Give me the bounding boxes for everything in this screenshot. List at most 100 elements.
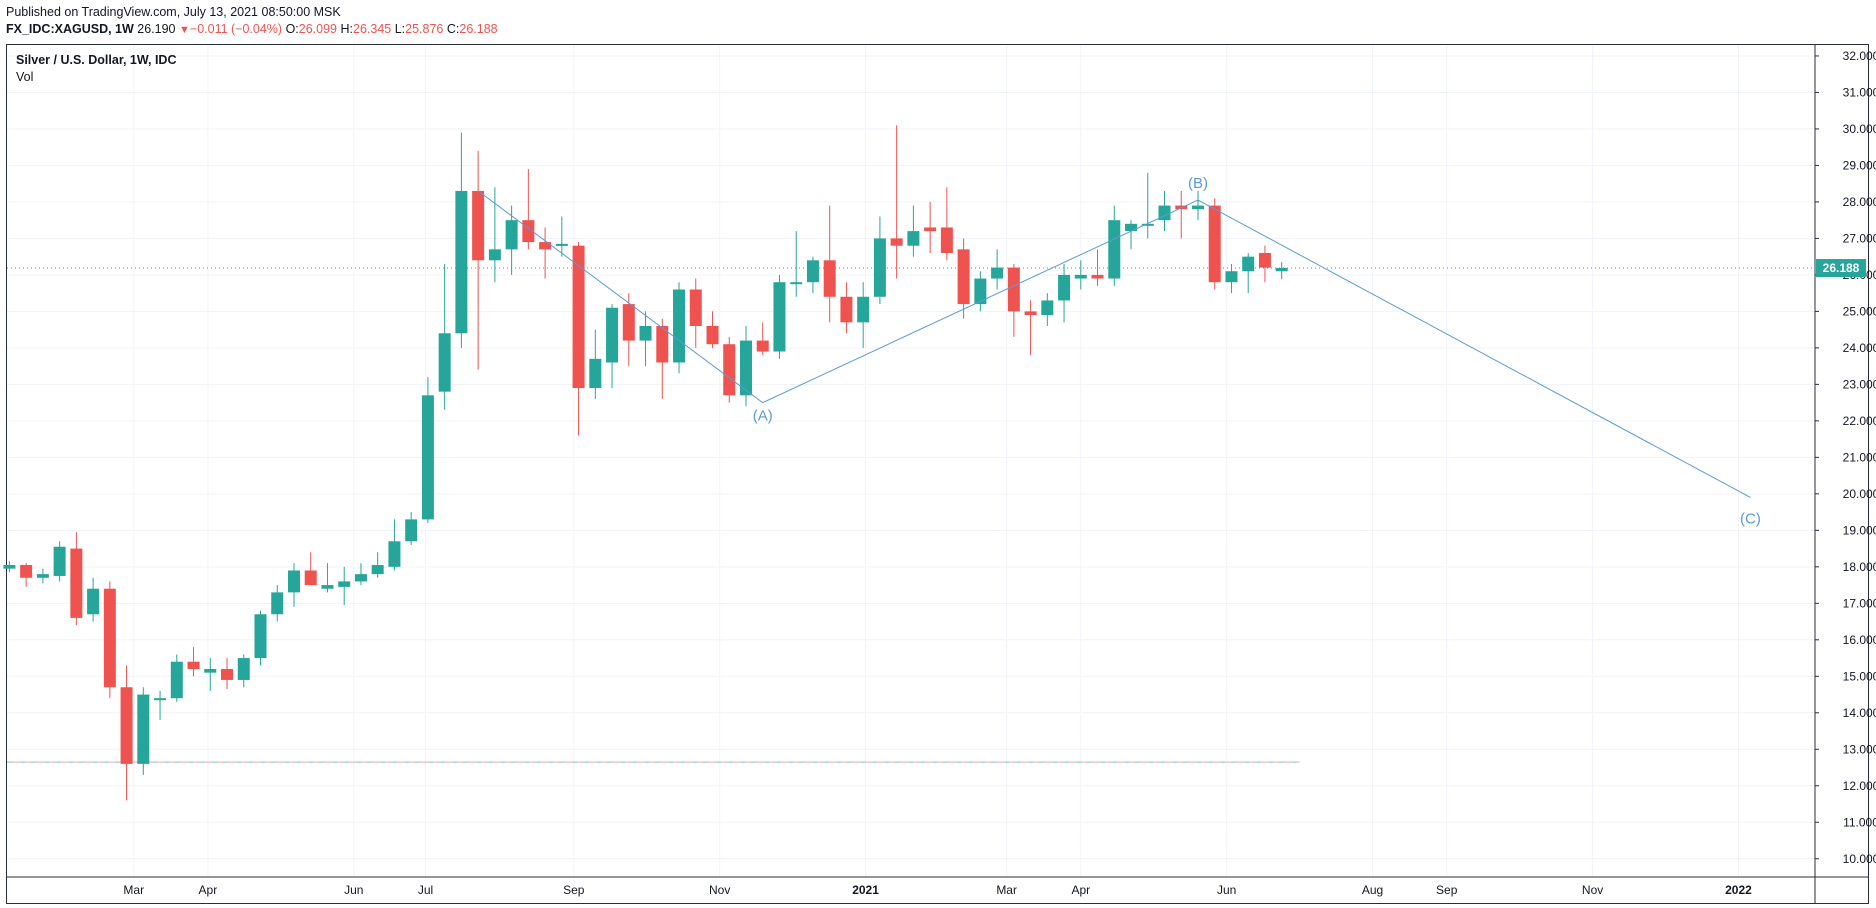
last-price: 26.190 bbox=[137, 22, 176, 36]
candle-body bbox=[555, 243, 568, 246]
candle-body bbox=[1007, 267, 1020, 312]
x-tick-label: Mar bbox=[996, 883, 1017, 897]
candle-body bbox=[806, 260, 819, 283]
candle-body bbox=[1208, 205, 1221, 283]
candle-body bbox=[706, 325, 719, 345]
candle-body bbox=[371, 565, 384, 575]
y-tick-label: 13.000 bbox=[1843, 742, 1876, 756]
low-label: L: bbox=[394, 22, 406, 36]
x-tick-label: 2022 bbox=[1725, 883, 1752, 897]
x-tick-label: Apr bbox=[199, 883, 218, 897]
candle-body bbox=[1058, 274, 1071, 301]
candle-body bbox=[873, 238, 886, 297]
candle-body bbox=[890, 238, 903, 246]
candle-body bbox=[421, 395, 434, 520]
wave-label: (A) bbox=[753, 408, 773, 425]
candle-body bbox=[455, 190, 468, 334]
candle-body bbox=[488, 249, 501, 261]
candle-body bbox=[505, 220, 518, 250]
candle-body bbox=[1258, 253, 1271, 268]
x-tick-label: Apr bbox=[1071, 883, 1090, 897]
down-arrow-icon: ▼ bbox=[179, 24, 190, 36]
wave-line bbox=[477, 190, 1751, 498]
x-tick-label: Sep bbox=[1436, 883, 1458, 897]
y-tick-label: 15.000 bbox=[1843, 669, 1876, 683]
x-tick-label: Mar bbox=[123, 883, 144, 897]
candle-body bbox=[539, 242, 552, 250]
grid-layer bbox=[7, 45, 1815, 877]
open-label: O: bbox=[285, 22, 299, 36]
x-axis: Mar Apr Jun Jul Sep Nov 2021 Mar Apr Jun Aug Sep Nov… bbox=[7, 876, 1868, 897]
y-tick-label: 32.000 bbox=[1843, 49, 1876, 63]
y-tick-label: 25.000 bbox=[1843, 304, 1876, 318]
open-value: 26.099 bbox=[298, 22, 338, 36]
candle-body bbox=[103, 588, 116, 688]
candle-body bbox=[1191, 205, 1204, 210]
candle-body bbox=[20, 565, 33, 578]
candle-body bbox=[287, 570, 300, 593]
high-label: H: bbox=[340, 22, 354, 36]
y-tick-label: 27.000 bbox=[1843, 231, 1876, 245]
price-change: −0.011 (−0.04%) bbox=[189, 22, 283, 36]
y-tick-label: 30.000 bbox=[1843, 122, 1876, 136]
candle-body bbox=[924, 227, 937, 232]
candle-body bbox=[304, 570, 317, 586]
wave-layer: (A) (B) (C) bbox=[477, 175, 1761, 527]
x-tick-label: Jun bbox=[344, 883, 363, 897]
candle-body bbox=[572, 245, 585, 389]
chart-legend: Silver / U.S. Dollar, 1W, IDC Vol bbox=[16, 52, 176, 86]
y-tick-label: 21.000 bbox=[1843, 450, 1876, 464]
candle-body bbox=[120, 687, 133, 764]
x-tick-label: Nov bbox=[709, 883, 730, 897]
candle-body bbox=[1158, 205, 1171, 221]
legend-volume: Vol bbox=[16, 70, 34, 84]
candle-body bbox=[991, 267, 1004, 279]
candle-body bbox=[723, 344, 736, 396]
chart-frame[interactable] bbox=[6, 44, 1869, 904]
close-label: C: bbox=[446, 22, 460, 36]
candle-body bbox=[354, 574, 367, 582]
x-tick-label: Sep bbox=[563, 883, 585, 897]
candle-body bbox=[187, 661, 200, 669]
close-value: 26.188 bbox=[459, 22, 498, 36]
candle-body bbox=[170, 661, 183, 699]
candle-body bbox=[1108, 220, 1121, 279]
candle-body bbox=[689, 289, 702, 326]
candle-body bbox=[137, 694, 150, 764]
candle-body bbox=[1024, 311, 1037, 316]
candle-body bbox=[204, 669, 217, 673]
candle-body bbox=[321, 585, 334, 589]
candle-layer bbox=[3, 125, 1288, 801]
candle-body bbox=[221, 669, 234, 680]
candle-body bbox=[639, 325, 652, 341]
candle-body bbox=[1275, 267, 1288, 272]
last-price-tag-label: 26.188 bbox=[1823, 261, 1860, 275]
candle-body bbox=[154, 698, 167, 701]
wave-label: (B) bbox=[1188, 175, 1208, 192]
candle-body bbox=[472, 190, 485, 261]
y-tick-label: 24.000 bbox=[1843, 341, 1876, 355]
candle-body bbox=[438, 333, 451, 392]
candle-body bbox=[254, 614, 267, 659]
y-tick-label: 14.000 bbox=[1843, 706, 1876, 720]
candle-body bbox=[70, 548, 83, 618]
x-tick-label: Jul bbox=[418, 883, 433, 897]
y-tick-label: 11.000 bbox=[1843, 815, 1876, 829]
candle-body bbox=[940, 227, 953, 253]
candle-body bbox=[840, 296, 853, 323]
candle-body bbox=[857, 296, 870, 323]
high-value: 26.345 bbox=[353, 22, 392, 36]
y-tick-label: 23.000 bbox=[1843, 377, 1876, 391]
ohlc-line: FX_IDC:XAGUSD, 1W 26.190 ▼−0.011 (−0.04%… bbox=[6, 21, 1866, 39]
x-tick-label: Nov bbox=[1582, 883, 1603, 897]
y-tick-label: 16.000 bbox=[1843, 633, 1876, 647]
y-tick-label: 28.000 bbox=[1843, 195, 1876, 209]
y-tick-label: 19.000 bbox=[1843, 523, 1876, 537]
y-tick-label: 12.000 bbox=[1843, 779, 1876, 793]
candle-body bbox=[773, 282, 786, 352]
candle-body bbox=[673, 289, 686, 363]
y-tick-label: 31.000 bbox=[1843, 85, 1876, 99]
candle-body bbox=[622, 304, 635, 341]
low-value: 25.876 bbox=[405, 22, 444, 36]
